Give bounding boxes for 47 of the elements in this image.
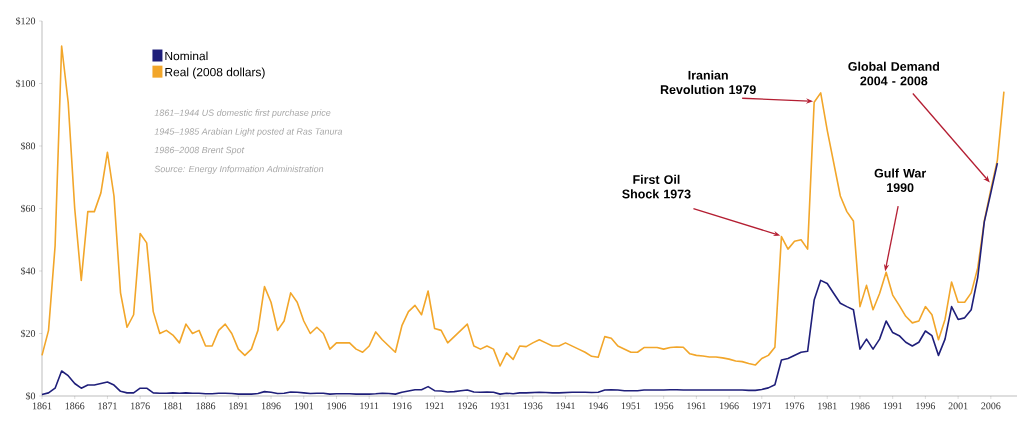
x-tick-label: 1921 [425,402,444,410]
x-tick-label: 1926 [458,402,478,410]
annotation: Iranian Revolution 1979 [660,70,756,95]
x-tick-label: 1976 [785,402,805,410]
x-tick-label: 1966 [720,402,739,410]
y-tick-label: $120 [15,17,36,25]
x-tick-label: 1861 [32,402,52,410]
x-tick-label: 1986 [850,402,870,410]
y-tick-label: $100 [15,79,36,88]
annotation: Gulf War 1990 [874,168,927,193]
x-tick-label: 1956 [654,402,674,410]
x-tick-label: 1886 [196,402,216,410]
x-tick-label: 1876 [131,402,150,410]
x-tick-label: 1866 [65,402,85,410]
annotation: 1945–1985 Arabian Light posted at Ras Tanura [154,128,343,137]
x-tick-label: 1931 [490,402,510,410]
x-tick-label: 1881 [163,402,183,410]
x-tick-label: 1961 [687,402,706,410]
y-tick-label: $60 [20,204,36,213]
x-tick-label: 1916 [392,402,412,410]
x-tick-label: 1971 [752,402,772,410]
x-tick-label: 1911 [360,402,379,410]
x-tick-label: 2006 [981,402,1001,410]
annotation: First Oil Shock 1973 [622,174,691,199]
x-tick-label: 1996 [916,402,936,410]
annotation: Source: Energy Information Administration [154,165,324,174]
annotation: Global Demand 2004 - 2008 [848,61,940,86]
annotation: 1986–2008 Brent Spot [154,146,245,155]
annotation: 1861–1944 US domestic first purchase price [154,109,331,118]
x-tick-label: 1941 [556,402,575,410]
x-tick-label: 1936 [523,402,543,410]
x-tick-label: 1891 [229,402,248,410]
y-tick-label: $20 [20,329,36,338]
x-tick-label: 1946 [589,402,608,410]
y-tick-label: $40 [20,267,36,275]
legend-label: Real (2008 dollars) [165,67,265,79]
x-tick-label: 1906 [327,402,347,410]
y-tick-label: $80 [20,142,36,150]
x-tick-label: 1896 [261,402,281,410]
x-tick-label: 1901 [294,402,314,410]
x-tick-label: 1981 [818,402,837,410]
x-tick-label: 1951 [621,402,641,410]
x-tick-label: 1871 [98,402,117,410]
x-tick-label: 1991 [883,402,903,410]
legend-label: Nominal [165,51,208,61]
x-tick-label: 2001 [948,402,968,410]
y-tick-label: $0 [25,392,36,400]
